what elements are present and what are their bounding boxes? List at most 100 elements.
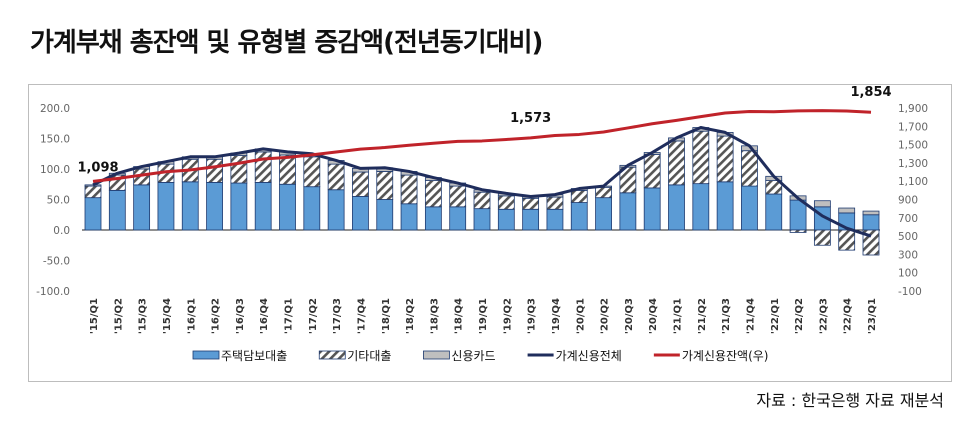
bar-주택담보대출 — [692, 183, 710, 231]
bar-주택담보대출 — [84, 197, 102, 231]
bar-other-loan — [254, 151, 272, 183]
x-tick-label: '17/Q4 — [356, 298, 367, 334]
x-tick-label: '17/Q2 — [308, 298, 319, 334]
bar-주택담보대출 — [181, 181, 199, 231]
bar-other-loan — [570, 189, 588, 203]
data-label: 1,098 — [77, 160, 118, 175]
bar-주택담보대출 — [206, 182, 223, 231]
y2-tick-label: 1,100 — [898, 176, 928, 188]
chart-title: 가계부채 총잔액 및 유형별 증감액(전년동기대비) — [30, 28, 543, 58]
y-tick-label: 200.0 — [40, 103, 70, 115]
legend-label: 주택담보대출 — [221, 349, 287, 363]
bar-주택담보대출 — [108, 189, 126, 231]
legend-swatch — [318, 350, 346, 360]
x-tick-label: '20/Q1 — [575, 298, 586, 334]
bar-other-loan — [327, 163, 345, 191]
bar-other-loan — [813, 229, 831, 246]
bar-주택담보대출 — [133, 184, 151, 231]
bar-주택담보대출 — [716, 181, 734, 231]
chart-frame — [28, 84, 952, 382]
bar-주택담보대출 — [619, 192, 637, 231]
bar-other-loan — [741, 150, 758, 187]
y-tick-label: 150.0 — [40, 134, 70, 146]
x-tick-label: '15/Q2 — [113, 298, 124, 334]
x-tick-label: '17/Q3 — [332, 298, 343, 334]
data-label: 1,854 — [850, 85, 891, 100]
x-tick-label: '19/Q4 — [551, 298, 562, 334]
x-tick-label: '22/Q1 — [770, 298, 781, 334]
legend-label: 가계신용전체 — [556, 349, 622, 363]
x-tick-label: '23/Q1 — [867, 298, 878, 334]
bar-주택담보대출 — [473, 208, 491, 231]
bar-주택담보대출 — [595, 197, 612, 231]
y2-tick-label: 1,900 — [898, 103, 928, 115]
bar-other-loan — [692, 130, 710, 185]
bar-주택담보대출 — [303, 186, 321, 231]
x-tick-label: '20/Q3 — [624, 298, 635, 334]
x-tick-label: '16/Q3 — [235, 298, 246, 334]
bar-주택담보대출 — [862, 214, 880, 231]
bar-주택담보대출 — [424, 206, 442, 231]
bar-other-loan — [424, 180, 442, 208]
bar-other-loan — [206, 158, 223, 183]
bar-other-loan — [473, 191, 491, 210]
x-tick-label: '18/Q2 — [405, 298, 416, 334]
x-tick-label: '15/Q1 — [89, 298, 100, 334]
x-tick-label: '15/Q4 — [162, 298, 173, 334]
x-tick-label: '22/Q4 — [843, 298, 854, 334]
bar-주택담보대출 — [254, 182, 272, 231]
bar-other-loan — [522, 197, 540, 210]
y2-tick-label: 500 — [898, 231, 918, 243]
x-tick-label: '18/Q4 — [454, 298, 465, 334]
legend-swatch — [423, 350, 450, 360]
legend-label: 가계신용잔액(우) — [682, 349, 769, 363]
bar-other-loan — [668, 140, 685, 186]
x-tick-label: '18/Q3 — [429, 298, 440, 334]
bar-주택담보대출 — [449, 206, 467, 231]
y2-tick-label: 1,700 — [898, 121, 928, 133]
y2-tick-label: 1,300 — [898, 158, 928, 170]
y2-tick-label: 1,500 — [898, 140, 928, 152]
bar-주택담보대출 — [546, 208, 564, 231]
total-line — [92, 126, 872, 238]
y-tick-label: 50.0 — [47, 195, 70, 207]
bar-주택담보대출 — [643, 187, 661, 231]
x-tick-label: '21/Q1 — [673, 298, 684, 334]
x-tick-label: '22/Q3 — [818, 298, 829, 334]
bar-other-loan — [716, 135, 734, 183]
bar-other-loan — [303, 156, 321, 188]
bar-주택담보대출 — [741, 185, 758, 231]
bar-주택담보대출 — [668, 184, 685, 231]
x-tick-label: '22/Q2 — [794, 298, 805, 334]
bar-주택담보대출 — [352, 196, 369, 231]
bar-주택담보대출 — [765, 193, 783, 231]
legend-label: 신용카드 — [451, 349, 495, 363]
y-tick-label: -100.0 — [36, 286, 70, 298]
bar-other-loan — [497, 195, 515, 210]
bar-주택담보대출 — [497, 208, 515, 231]
legend-swatch — [192, 350, 220, 360]
bar-other-loan — [643, 153, 661, 189]
bar-신용카드 — [84, 184, 102, 187]
y2-tick-label: 100 — [898, 268, 918, 280]
x-tick-label: '19/Q2 — [502, 298, 513, 334]
source-note: 자료 : 한국은행 자료 재분석 — [756, 391, 944, 410]
bar-other-loan — [84, 185, 102, 199]
bar-주택담보대출 — [570, 202, 588, 231]
y-tick-label: 0.0 — [53, 225, 70, 237]
bar-신용카드 — [813, 200, 831, 208]
bar-주택담보대출 — [327, 189, 345, 231]
bar-other-loan — [352, 171, 369, 197]
bar-other-loan — [279, 154, 296, 185]
balance-line — [92, 109, 872, 183]
x-tick-label: '21/Q3 — [721, 298, 732, 334]
bar-주택담보대출 — [230, 182, 248, 231]
y-tick-label: -50.0 — [43, 256, 70, 268]
bar-신용카드 — [862, 210, 880, 216]
x-tick-label: '18/Q1 — [381, 298, 392, 334]
bar-주택담보대출 — [157, 182, 175, 231]
y2-tick-label: 300 — [898, 249, 918, 261]
bar-other-loan — [838, 229, 856, 251]
x-tick-label: '19/Q1 — [478, 298, 489, 334]
bar-other-loan — [230, 155, 248, 184]
